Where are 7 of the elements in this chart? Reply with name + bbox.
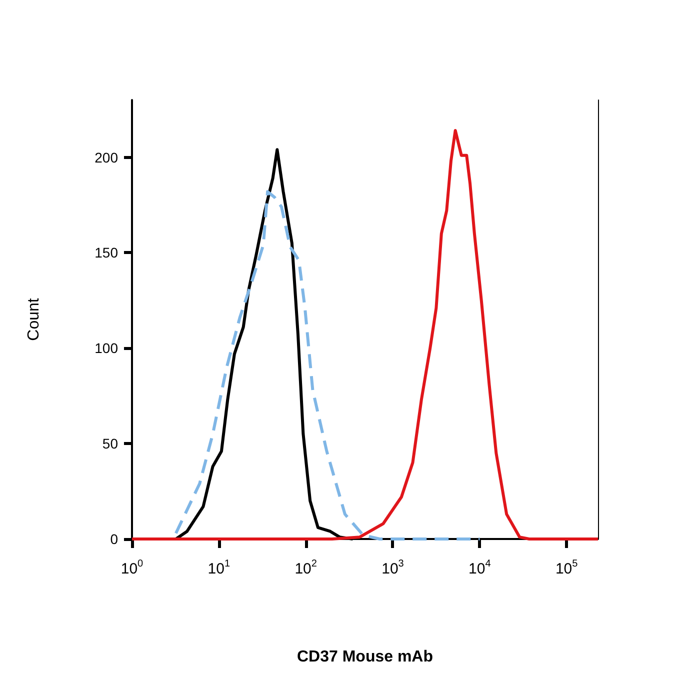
x-axis-title: CD37 Mouse mAb [296,648,434,666]
y-tick-label: 50 [102,436,118,452]
y-tick-label: 100 [94,340,118,356]
y-tick-label: 0 [110,531,118,547]
y-tick-label: 150 [94,244,118,261]
y-axis-title: Count [26,298,42,341]
y-tick-label: 200 [94,149,118,166]
